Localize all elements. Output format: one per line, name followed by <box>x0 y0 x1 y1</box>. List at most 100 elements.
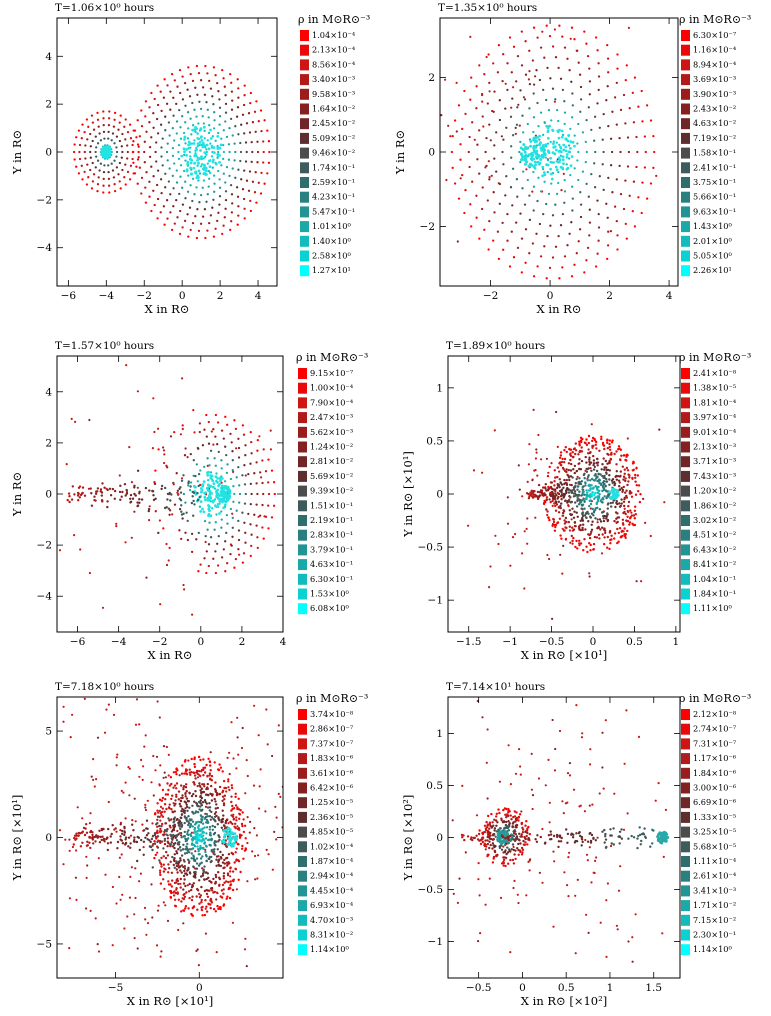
data-point <box>205 550 208 553</box>
data-point <box>166 498 169 501</box>
data-point <box>86 840 89 843</box>
legend-swatch <box>681 74 690 86</box>
data-point <box>572 536 575 540</box>
data-point <box>178 497 181 500</box>
data-point <box>623 527 626 530</box>
data-point <box>137 836 141 839</box>
data-point <box>114 827 117 830</box>
y-tick-label: 0 <box>45 489 52 501</box>
data-point <box>617 516 621 519</box>
data-point <box>562 143 566 147</box>
data-point <box>622 93 626 97</box>
data-point <box>493 429 496 432</box>
data-point <box>581 491 584 494</box>
data-point <box>546 159 550 162</box>
data-point <box>243 824 247 827</box>
data-point <box>576 515 579 518</box>
data-point <box>160 109 163 113</box>
data-point <box>217 840 220 843</box>
data-point <box>163 506 167 510</box>
data-point <box>542 150 546 154</box>
data-point <box>195 821 198 824</box>
data-point <box>297 1008 299 1010</box>
data-point <box>214 550 217 553</box>
data-point <box>597 495 601 498</box>
legend-swatch <box>681 235 690 247</box>
data-point <box>234 822 237 825</box>
data-point <box>183 830 186 834</box>
data-point <box>70 498 74 501</box>
data-point <box>179 126 182 129</box>
data-point <box>575 493 579 497</box>
data-point <box>579 482 583 486</box>
data-point <box>113 497 117 500</box>
data-point <box>208 838 211 841</box>
data-point <box>463 211 466 215</box>
data-point <box>624 122 627 125</box>
data-point <box>167 774 170 777</box>
data-point <box>265 848 268 852</box>
data-point <box>79 845 83 848</box>
legend-label: 2.36×10⁻⁵ <box>310 812 353 822</box>
data-point <box>493 144 496 147</box>
data-point <box>564 149 568 153</box>
data-point <box>596 252 599 255</box>
data-point <box>598 126 601 129</box>
data-point <box>221 809 224 812</box>
data-point <box>238 492 242 496</box>
data-point <box>562 812 565 815</box>
data-point <box>595 457 599 461</box>
data-point <box>218 161 221 164</box>
data-point <box>197 447 200 450</box>
data-point <box>206 793 209 796</box>
data-point <box>209 137 213 140</box>
data-point <box>575 539 578 543</box>
data-point <box>156 818 159 821</box>
data-point <box>585 853 589 856</box>
data-point <box>491 842 495 845</box>
data-point <box>521 114 524 117</box>
data-point <box>540 153 544 157</box>
data-point <box>131 819 134 822</box>
data-point <box>163 223 166 226</box>
data-point <box>577 61 580 64</box>
data-point <box>179 799 183 803</box>
data-point <box>235 186 239 189</box>
data-point <box>565 483 569 487</box>
data-point <box>190 886 194 889</box>
data-point <box>157 531 160 535</box>
data-point <box>533 83 536 86</box>
legend-swatch <box>300 235 309 247</box>
data-point <box>79 832 82 835</box>
data-point <box>197 570 200 573</box>
legend-label: 3.90×10⁻³ <box>693 89 736 99</box>
data-point <box>246 880 249 883</box>
data-point <box>203 557 206 560</box>
data-point <box>605 468 608 472</box>
data-point <box>198 800 201 804</box>
data-point <box>570 491 573 494</box>
data-point <box>196 948 199 951</box>
data-point <box>160 155 163 158</box>
data-point <box>143 150 146 154</box>
data-point <box>168 803 171 806</box>
data-point <box>202 125 206 129</box>
data-point <box>552 925 555 928</box>
data-point <box>155 823 158 826</box>
data-point <box>244 474 247 477</box>
data-point <box>615 123 618 126</box>
data-point <box>554 509 558 512</box>
data-point <box>198 201 201 204</box>
data-point <box>510 145 513 148</box>
data-point <box>253 704 256 707</box>
data-point <box>624 78 627 82</box>
data-point <box>558 128 561 132</box>
data-point <box>188 768 191 771</box>
data-point <box>184 884 187 888</box>
data-point <box>195 857 199 860</box>
legend-label: 7.19×10⁻² <box>693 133 736 143</box>
data-point <box>537 777 541 780</box>
data-point <box>198 834 201 837</box>
data-point <box>90 492 93 495</box>
data-point <box>214 571 218 575</box>
